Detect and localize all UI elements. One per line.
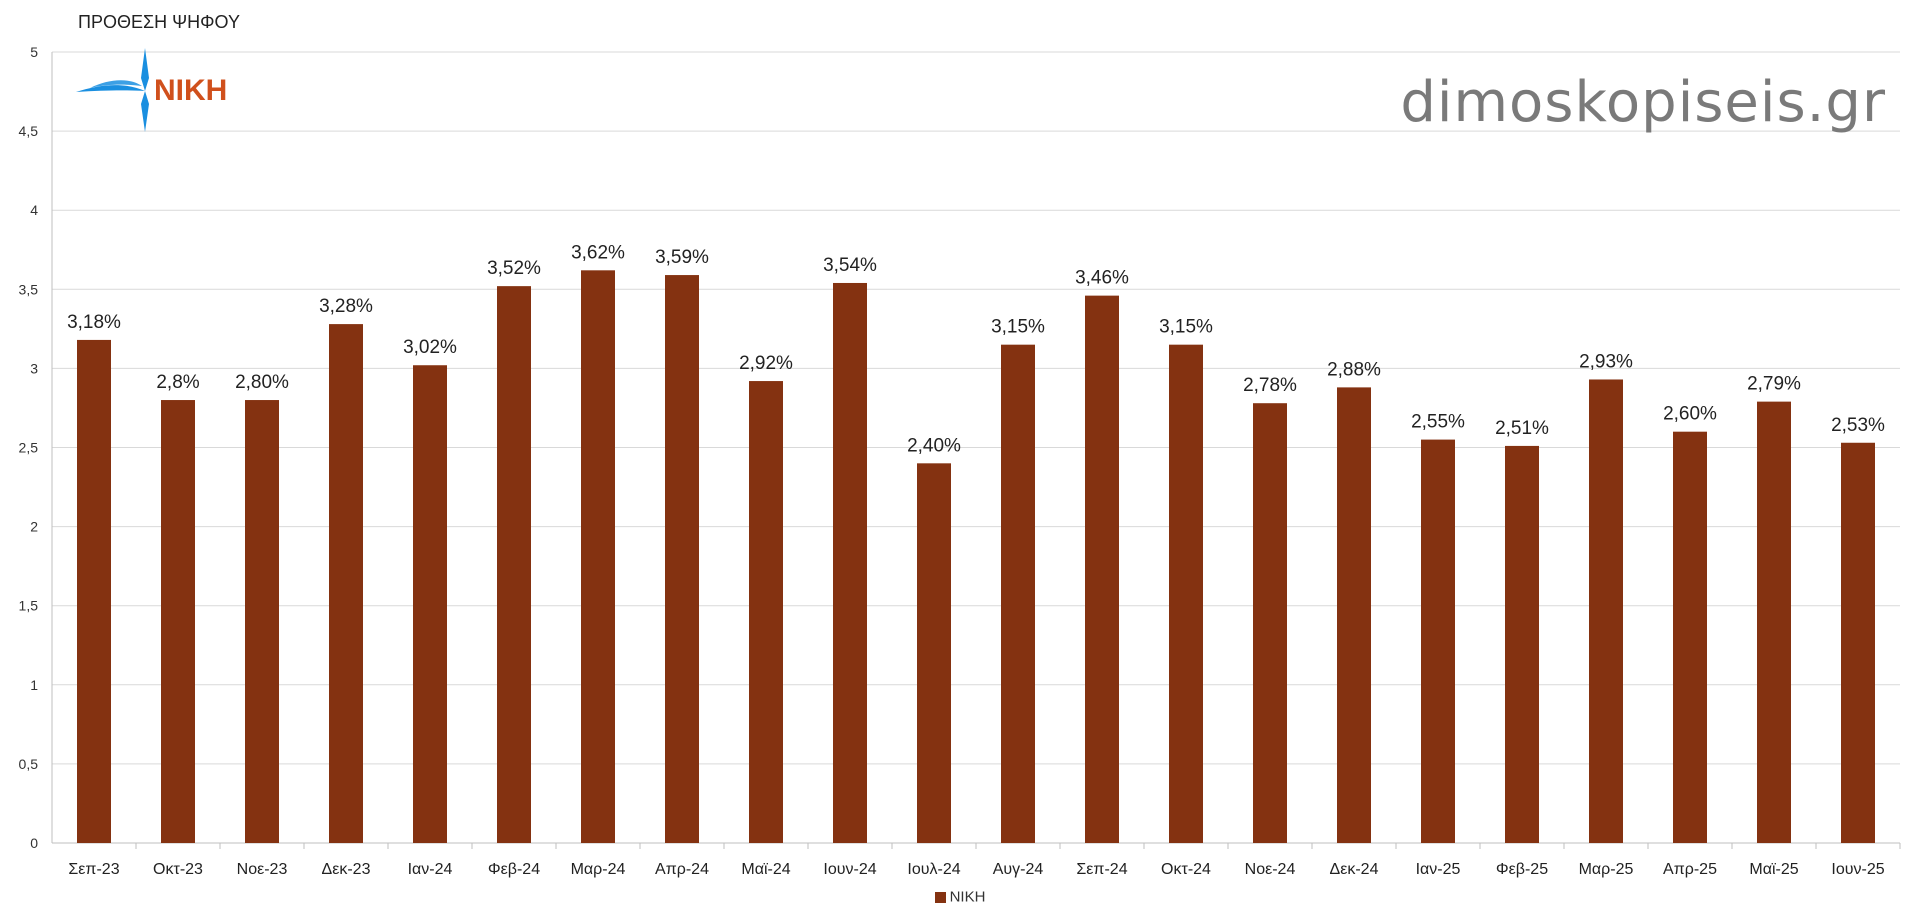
bar	[917, 463, 951, 843]
data-label: 2,55%	[1411, 412, 1465, 433]
bar	[1505, 445, 1539, 843]
x-tick-label: Ιουν-25	[1831, 861, 1884, 878]
x-tick-label: Φεβ-25	[1496, 861, 1548, 878]
bar	[665, 275, 699, 843]
bar	[329, 324, 363, 843]
x-tick-label: Ιουλ-24	[907, 861, 960, 878]
x-tick-label: Οκτ-23	[153, 861, 203, 878]
bar	[1841, 442, 1875, 843]
data-label: 2,80%	[235, 372, 289, 393]
y-tick-label: 0,5	[19, 756, 39, 772]
x-tick-label: Μαρ-25	[1579, 861, 1634, 878]
data-label: 2,53%	[1831, 415, 1885, 436]
data-label: 2,40%	[907, 435, 961, 456]
x-tick-label: Μαϊ-24	[741, 861, 790, 878]
x-tick-label: Μαϊ-25	[1749, 861, 1798, 878]
bar	[581, 270, 615, 843]
bar	[1001, 344, 1035, 843]
data-label: 3,52%	[487, 258, 541, 279]
watermark: dimoskopiseis.gr	[1400, 70, 1886, 135]
y-tick-label: 3	[30, 360, 38, 376]
x-tick-label: Ιαν-24	[408, 861, 453, 878]
data-label: 2,88%	[1327, 359, 1381, 380]
x-tick-label: Ιαν-25	[1416, 861, 1461, 878]
data-label: 2,92%	[739, 353, 793, 374]
legend-label: ΝΙΚΗ	[949, 888, 986, 906]
data-label: 3,15%	[1159, 317, 1213, 338]
x-tick-label: Σεπ-24	[1076, 861, 1127, 878]
legend-swatch	[934, 891, 946, 903]
y-tick-label: 2,5	[19, 440, 39, 456]
x-tick-label: Αυγ-24	[993, 861, 1044, 878]
bar	[77, 339, 111, 843]
data-label: 3,02%	[403, 337, 457, 358]
legend: ΝΙΚΗ	[0, 888, 1920, 906]
data-label: 2,78%	[1243, 375, 1297, 396]
bar	[1673, 431, 1707, 843]
data-label: 3,59%	[655, 247, 709, 268]
bar	[161, 400, 195, 843]
data-label: 3,15%	[991, 317, 1045, 338]
bar	[1169, 344, 1203, 843]
y-tick-label: 4,5	[19, 123, 39, 139]
x-tick-label: Νοε-24	[1245, 861, 1296, 878]
data-label: 3,28%	[319, 296, 373, 317]
x-tick-label: Νοε-23	[237, 861, 288, 878]
data-label: 2,51%	[1495, 418, 1549, 439]
data-label: 3,46%	[1075, 268, 1129, 289]
y-tick-label: 1,5	[19, 598, 39, 614]
y-tick-label: 5	[30, 44, 38, 60]
data-label: 2,93%	[1579, 351, 1633, 372]
bar	[245, 400, 279, 843]
bar	[1421, 439, 1455, 843]
bar	[1589, 379, 1623, 843]
logo-wordmark: ΝΙΚΗ	[154, 74, 227, 107]
data-label: 3,18%	[67, 312, 121, 333]
bar	[1085, 295, 1119, 843]
data-label: 3,62%	[571, 242, 625, 263]
bar	[497, 286, 531, 843]
x-tick-label: Απρ-24	[655, 861, 709, 878]
bar	[1757, 401, 1791, 843]
x-tick-label: Ιουν-24	[823, 861, 876, 878]
x-tick-label: Δεκ-23	[322, 861, 371, 878]
x-tick-label: Δεκ-24	[1330, 861, 1379, 878]
data-label: 2,60%	[1663, 404, 1717, 425]
data-label: 2,79%	[1747, 374, 1801, 395]
chart-title: ΠΡΟΘΕΣΗ ΨΗΦΟΥ	[78, 12, 240, 32]
y-tick-label: 1	[30, 677, 38, 693]
bar	[1253, 403, 1287, 843]
bar	[833, 282, 867, 843]
bar	[413, 365, 447, 843]
niki-logo: ΝΙΚΗ	[76, 48, 227, 132]
y-tick-label: 2	[30, 519, 38, 535]
bar	[749, 381, 783, 843]
y-tick-label: 4	[30, 202, 38, 218]
data-label: 3,54%	[823, 255, 877, 276]
x-tick-label: Μαρ-24	[571, 861, 626, 878]
x-tick-label: Φεβ-24	[488, 861, 540, 878]
x-tick-label: Οκτ-24	[1161, 861, 1211, 878]
x-tick-label: Σεπ-23	[68, 861, 119, 878]
y-tick-label: 3,5	[19, 281, 39, 297]
x-tick-label: Απρ-25	[1663, 861, 1717, 878]
bar	[1337, 387, 1371, 843]
logo-cross-icon	[76, 48, 149, 132]
y-tick-label: 0	[30, 835, 38, 851]
data-label: 2,8%	[156, 372, 199, 393]
